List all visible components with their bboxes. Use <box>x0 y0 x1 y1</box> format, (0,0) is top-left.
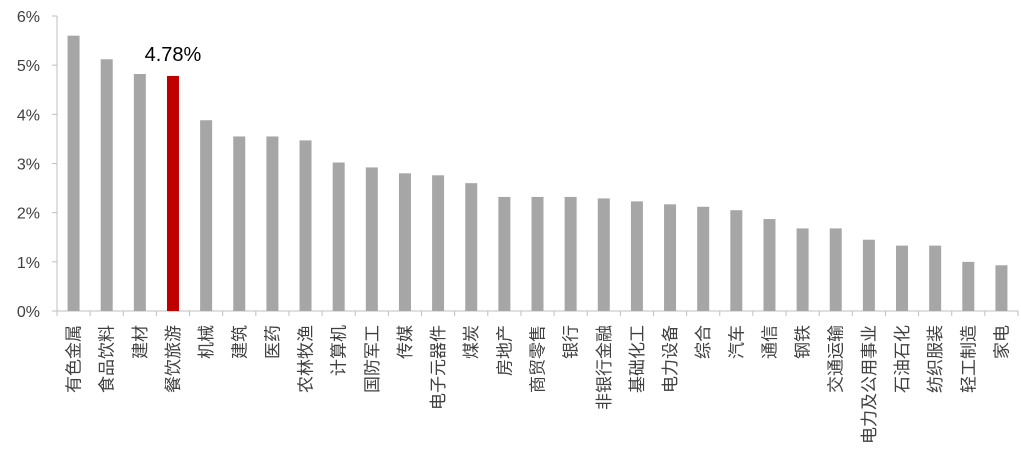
bar-15 <box>564 196 577 311</box>
bar-21 <box>763 219 776 311</box>
highlight-data-label: 4.78% <box>145 44 202 66</box>
bar-18 <box>664 204 677 311</box>
bar-4 <box>200 120 213 311</box>
category-label: 农林牧渔 <box>297 325 317 393</box>
category-label: 纺织服装 <box>926 325 946 393</box>
y-tick-label: 2% <box>17 206 40 223</box>
bar-3 <box>166 75 179 311</box>
category-label: 食品饮料 <box>98 325 118 393</box>
category-label: 有色金属 <box>65 325 85 393</box>
category-label: 交通运输 <box>827 325 847 393</box>
category-label: 商贸零售 <box>529 325 549 393</box>
bar-16 <box>597 198 610 311</box>
bar-7 <box>299 140 312 311</box>
bar-22 <box>796 228 809 311</box>
y-tick-label: 5% <box>17 58 40 75</box>
bar-14 <box>531 196 544 311</box>
bar-26 <box>929 245 942 311</box>
category-label: 电力及公用事业 <box>860 325 880 444</box>
category-label: 银行 <box>562 325 582 359</box>
bar-0 <box>67 35 80 312</box>
category-label: 建材 <box>131 325 151 359</box>
bar-2 <box>133 74 146 312</box>
category-label: 综合 <box>694 325 714 359</box>
bar-27 <box>962 261 975 311</box>
category-label: 煤炭 <box>462 325 482 359</box>
bar-20 <box>730 210 743 311</box>
category-label: 电力设备 <box>661 325 681 393</box>
category-label: 电子元器件 <box>429 325 449 410</box>
category-label: 家电 <box>992 325 1012 359</box>
category-label: 房地产 <box>495 325 515 376</box>
category-label: 基础化工 <box>628 325 648 393</box>
category-label: 餐饮旅游 <box>164 325 184 393</box>
category-label: 传媒 <box>396 325 416 359</box>
bar-10 <box>398 173 411 311</box>
bar-9 <box>365 167 378 311</box>
category-labels: 有色金属 食品饮料 建材 餐饮旅游 机械 建筑 医药 农林牧渔 计算机 国防军工 传媒 电子元器件 煤炭… <box>65 325 1013 444</box>
bar-12 <box>465 183 478 311</box>
bar-28 <box>995 265 1008 311</box>
bar-5 <box>233 136 246 311</box>
bar-24 <box>862 239 875 311</box>
y-axis-ticks: 0% 1% 2% 3% 4% 5% 6% <box>17 9 1019 321</box>
bar-19 <box>697 206 710 311</box>
y-tick-label: 1% <box>17 255 40 272</box>
category-label: 计算机 <box>330 325 350 376</box>
category-label: 轻工制造 <box>959 325 979 393</box>
y-tick-label: 0% <box>17 304 40 321</box>
bar-8 <box>332 162 345 311</box>
bar-11 <box>432 175 445 311</box>
category-label: 通信 <box>760 325 780 359</box>
category-label: 非银行金融 <box>595 325 615 410</box>
bar-1 <box>100 59 113 312</box>
y-tick-label: 3% <box>17 157 40 174</box>
category-label: 国防军工 <box>363 325 383 393</box>
bar-6 <box>266 136 279 311</box>
bar-13 <box>498 196 511 311</box>
bar-23 <box>829 228 842 311</box>
category-label: 钢铁 <box>794 325 814 359</box>
bar-17 <box>630 201 643 311</box>
category-label: 汽车 <box>727 325 747 359</box>
category-label: 建筑 <box>230 325 250 359</box>
y-tick-label: 4% <box>17 107 40 124</box>
category-label: 医药 <box>263 325 283 359</box>
y-tick-label: 6% <box>17 9 40 26</box>
bar-25 <box>896 245 909 311</box>
category-label: 机械 <box>197 325 217 359</box>
category-label: 石油石化 <box>893 325 913 393</box>
bars <box>67 35 1008 312</box>
